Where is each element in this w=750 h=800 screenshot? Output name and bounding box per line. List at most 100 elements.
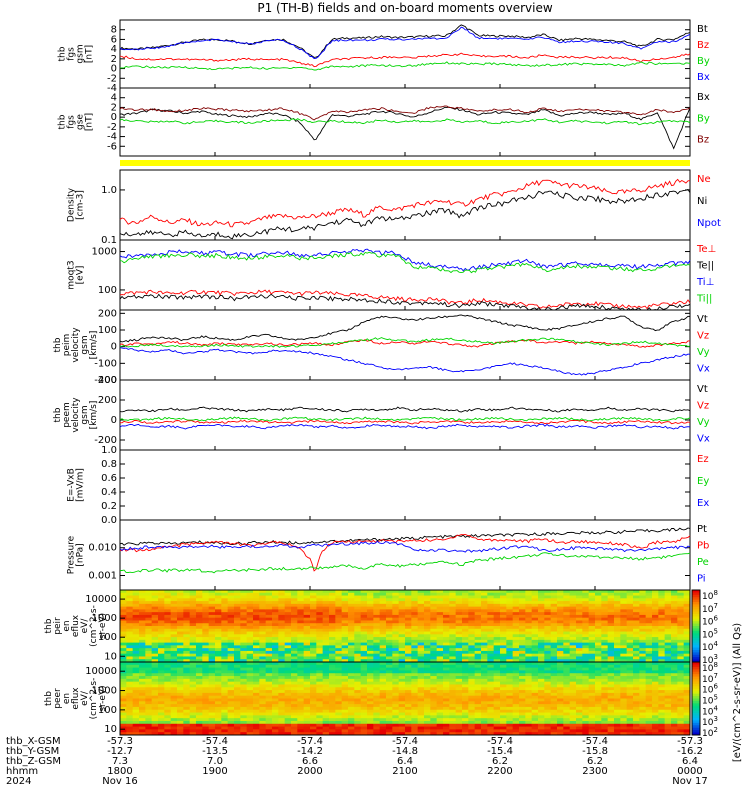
- panel-9-cell: [120, 667, 127, 671]
- panel-9-cell: [443, 706, 450, 711]
- panel-2-legend-Npot: Npot: [697, 218, 721, 229]
- panel-8-cell: [645, 637, 653, 641]
- panel-8-cell: [424, 603, 431, 608]
- panel-9-cell: [671, 692, 678, 697]
- panel-9-cell: [348, 695, 355, 699]
- panel-8-cell: [145, 603, 153, 608]
- panel-8-cell: [645, 603, 653, 608]
- panel-8-cell: [126, 595, 134, 599]
- panel-9-cell: [145, 667, 153, 671]
- panel-8-cell: [468, 601, 476, 605]
- panel-8-cell: [658, 650, 666, 655]
- panel-9-cell: [158, 704, 165, 708]
- panel-9-cell: [607, 701, 615, 705]
- panel-9-cell: [576, 718, 583, 722]
- panel-8-cell: [348, 617, 355, 621]
- colorbar-step: [692, 594, 700, 598]
- panel-8-cell: [189, 631, 197, 635]
- panel-9-cell: [341, 712, 349, 716]
- panel-8-cell: [512, 614, 520, 619]
- panel-9-cell: [221, 681, 229, 685]
- panel-9-cell: [538, 706, 545, 711]
- panel-8-cell: [367, 623, 374, 627]
- panel-9-cell: [506, 670, 514, 674]
- panel-8-cell: [569, 659, 577, 663]
- panel-8-cell: [626, 623, 634, 627]
- panel-9-cell: [449, 695, 457, 699]
- panel-8-cell: [474, 648, 482, 652]
- panel-8-cell: [443, 595, 450, 599]
- panel-8-cell: [373, 609, 381, 613]
- panel-8-cell: [595, 645, 602, 649]
- panel-9-cell: [367, 701, 374, 705]
- panel-8-cell: [405, 628, 412, 633]
- panel-9-cell: [316, 692, 324, 697]
- panel-8-cell: [652, 653, 659, 657]
- panel-8-cell: [436, 617, 444, 621]
- panel-9-cell: [569, 732, 577, 736]
- panel-9-cell: [158, 690, 165, 694]
- panel-9-cell: [132, 673, 140, 677]
- panel-8-cell: [221, 623, 229, 627]
- panel-8-cell: [145, 642, 153, 646]
- panel-8-cell: [253, 614, 260, 619]
- panel-8-cell: [265, 626, 273, 630]
- panel-8-cell: [348, 612, 355, 616]
- panel-9-cell: [557, 678, 564, 683]
- panel-9-cell: [474, 690, 482, 694]
- panel-9-cell: [335, 670, 343, 674]
- panel-9-cell: [170, 698, 178, 702]
- panel-9-cell: [424, 667, 431, 671]
- panel-9-cell: [652, 662, 659, 666]
- panel-9-cell: [278, 673, 286, 677]
- panel-8-cell: [291, 592, 298, 597]
- panel-8-cell: [329, 634, 336, 638]
- panel-9-cell: [303, 662, 311, 666]
- panel-8-cell: [164, 614, 172, 619]
- panel-9-cell: [246, 701, 254, 705]
- panel-8-cell: [525, 612, 533, 616]
- panel-9-cell: [240, 726, 248, 730]
- panel-8-cell: [563, 645, 571, 649]
- panel-9-cell: [500, 715, 507, 719]
- panel-9-cell: [335, 678, 343, 683]
- panel-9-cell: [215, 709, 222, 714]
- panel-2-ytick-label: 1.0: [101, 185, 117, 196]
- panel-9-cell: [259, 664, 267, 669]
- panel-8-cell: [215, 650, 222, 655]
- panel-8-cell: [531, 653, 539, 657]
- panel-8-cell: [658, 631, 666, 635]
- panel-9-cell: [588, 718, 596, 722]
- panel-8-cell: [576, 645, 583, 649]
- panel-9-cell: [367, 662, 374, 666]
- panel-8-cell: [614, 628, 621, 633]
- panel-9-cell: [424, 723, 431, 728]
- panel-9-cell: [576, 664, 583, 669]
- panel-9-cell: [392, 704, 400, 708]
- panel-9-cell: [493, 687, 501, 691]
- panel-0-ytick-label: -4: [107, 83, 117, 94]
- panel-9-cell: [322, 690, 330, 694]
- panel-9-cell: [132, 701, 140, 705]
- panel-8-cell: [519, 648, 526, 652]
- panel-9-cell: [316, 709, 324, 714]
- panel-8-cell: [170, 645, 178, 649]
- panel-9-cell: [430, 718, 438, 722]
- panel-8-cell: [588, 626, 596, 630]
- panel-9-cell: [284, 692, 292, 697]
- panel-8-cell: [582, 642, 590, 646]
- panel-8-cell: [284, 648, 292, 652]
- panel-9-cell: [569, 690, 577, 694]
- panel-8-cell: [443, 598, 450, 602]
- panel-8-cell: [379, 601, 387, 605]
- panel-8-cell: [215, 614, 222, 619]
- panel-8-cell: [506, 620, 514, 624]
- panel-9-cell: [360, 667, 368, 671]
- panel-9-cell: [253, 704, 260, 708]
- panel-9-cell: [500, 678, 507, 683]
- panel-8-cell: [683, 653, 691, 657]
- panel-9-cell: [379, 684, 387, 688]
- panel-8-cell: [360, 623, 368, 627]
- panel-8-cell: [493, 645, 501, 649]
